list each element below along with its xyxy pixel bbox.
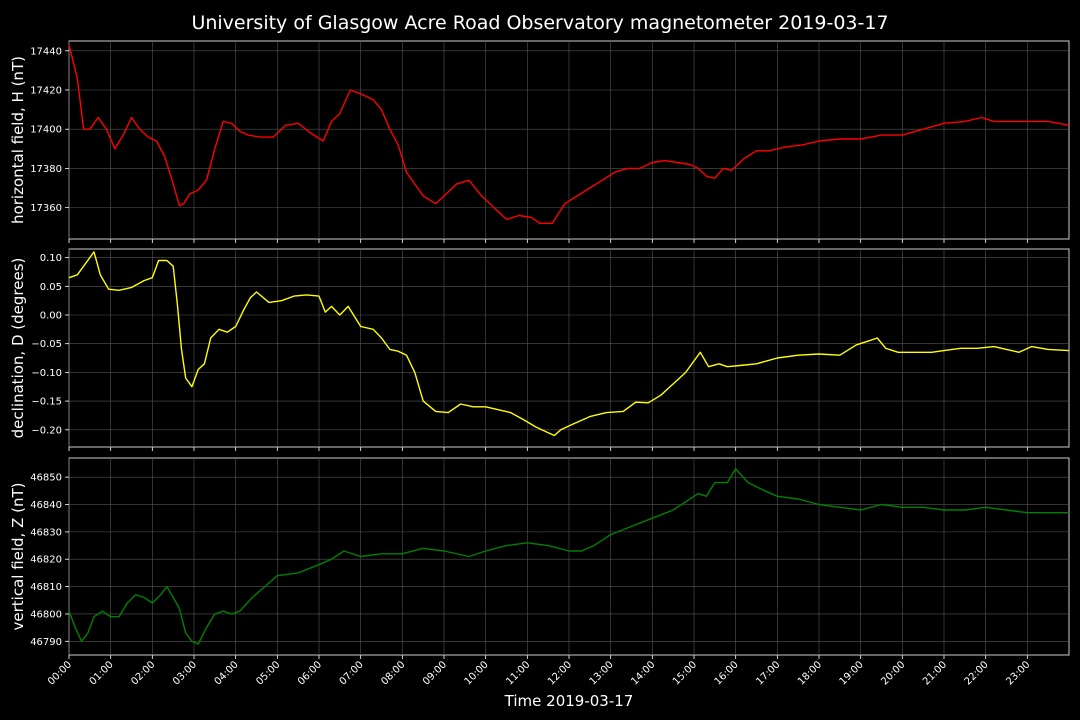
y-tick-label: −0.05 — [31, 339, 62, 350]
x-tick-label: 23:00 — [1004, 659, 1032, 687]
y-tick-label: 46850 — [30, 473, 62, 484]
x-tick-label: 07:00 — [338, 659, 366, 687]
y-tick-label: −0.10 — [31, 368, 62, 379]
y-tick-label: 0.10 — [40, 253, 62, 264]
figure-title: University of Glasgow Acre Road Observat… — [191, 12, 888, 34]
x-tick-label: 22:00 — [963, 659, 991, 687]
y-tick-label: 17360 — [30, 203, 62, 214]
y-tick-label: 17420 — [30, 86, 62, 97]
x-tick-label: 04:00 — [213, 659, 241, 687]
x-tick-label: 02:00 — [129, 659, 157, 687]
y-tick-label: 46840 — [30, 500, 62, 511]
x-tick-label: 08:00 — [379, 659, 407, 687]
x-tick-label: 14:00 — [629, 659, 657, 687]
x-tick-label: 11:00 — [504, 659, 532, 687]
y-tick-label: 17440 — [30, 46, 62, 57]
x-tick-label: 00:00 — [46, 659, 74, 687]
panel-2: 46790 46800 46810 46820 46830 46840 46850verti… — [9, 457, 1070, 659]
x-tick-label: 19:00 — [838, 659, 866, 687]
y-tick-label: 17380 — [30, 164, 62, 175]
y-tick-label: 46810 — [30, 582, 62, 593]
x-axis: 00:00 01:00 02:00 03:00 04:00 05:00 06:00 07:00… — [46, 659, 1032, 687]
x-tick-label: 15:00 — [671, 659, 699, 687]
y-axis-label: declination, D (degrees) — [9, 258, 27, 439]
y-axis-label: horizontal field, H (nT) — [9, 56, 27, 224]
y-tick-label: 46820 — [30, 555, 62, 566]
x-tick-label: 09:00 — [421, 659, 449, 687]
x-tick-label: 01:00 — [88, 659, 116, 687]
y-tick-label: −0.15 — [31, 397, 62, 408]
x-tick-label: 10:00 — [463, 659, 491, 687]
series-line — [68, 251, 1070, 437]
y-tick-label: 46800 — [30, 609, 62, 620]
x-tick-label: 16:00 — [713, 659, 741, 687]
y-axis-label: vertical field, Z (nT) — [9, 482, 27, 630]
x-axis-label: Time 2019-03-17 — [504, 692, 634, 710]
x-tick-label: 13:00 — [588, 659, 616, 687]
x-tick-label: 03:00 — [171, 659, 199, 687]
series-line — [68, 44, 1070, 224]
y-tick-label: 0.00 — [40, 311, 62, 322]
y-tick-label: 0.05 — [40, 282, 62, 293]
y-tick-label: 46830 — [30, 527, 62, 538]
y-tick-label: 17400 — [30, 125, 62, 136]
x-tick-label: 18:00 — [796, 659, 824, 687]
x-tick-label: 17:00 — [754, 659, 782, 687]
x-tick-label: 21:00 — [921, 659, 949, 687]
x-tick-label: 12:00 — [546, 659, 574, 687]
series-line — [68, 468, 1069, 645]
x-tick-label: 20:00 — [879, 659, 907, 687]
y-tick-label: −0.20 — [31, 425, 62, 436]
y-tick-label: 46790 — [30, 637, 62, 648]
x-tick-label: 05:00 — [254, 659, 282, 687]
panel-1: 0.10 0.05 0.00 −0.05 −0.10 −0.15 −0.20 declinat… — [9, 248, 1070, 451]
x-tick-label: 06:00 — [296, 659, 324, 687]
